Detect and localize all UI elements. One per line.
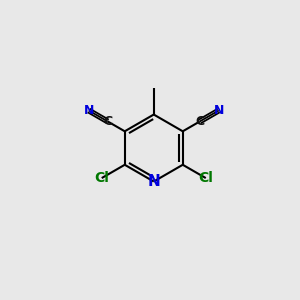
Text: N: N bbox=[83, 104, 94, 117]
Text: C: C bbox=[195, 115, 204, 128]
Text: N: N bbox=[147, 174, 160, 189]
Text: C: C bbox=[103, 115, 112, 128]
Text: N: N bbox=[214, 104, 224, 117]
Text: Cl: Cl bbox=[94, 171, 109, 185]
Text: Cl: Cl bbox=[198, 171, 213, 185]
